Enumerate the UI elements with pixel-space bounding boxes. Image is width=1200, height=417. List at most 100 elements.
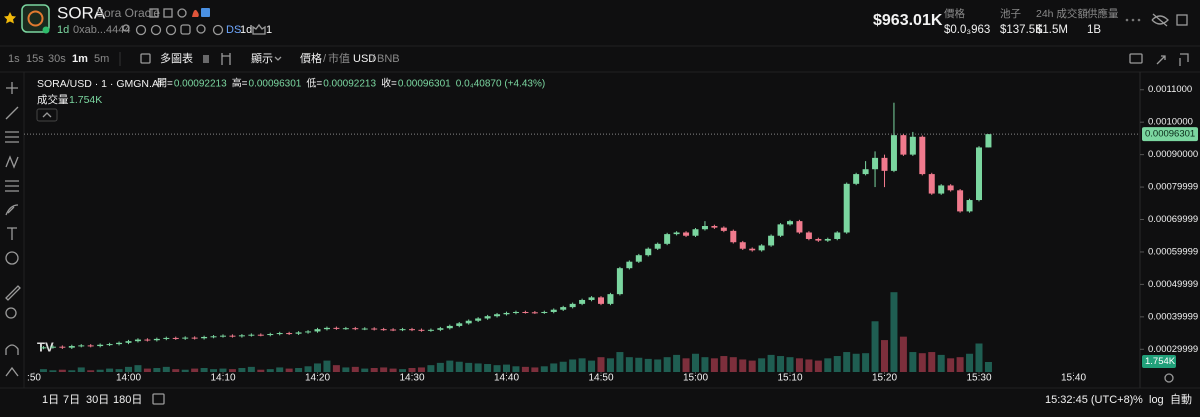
settings-icon[interactable] bbox=[1164, 373, 1174, 383]
calendar-icon[interactable] bbox=[152, 393, 165, 405]
volume-bar bbox=[389, 368, 397, 372]
icon[interactable] bbox=[150, 24, 162, 36]
multi-chart[interactable]: 多圖表 bbox=[160, 51, 193, 65]
x-tick-label: 14:50 bbox=[588, 373, 613, 384]
candle-body bbox=[229, 335, 236, 337]
icon[interactable] bbox=[5, 106, 19, 120]
icon[interactable] bbox=[212, 24, 224, 36]
icon[interactable] bbox=[274, 56, 282, 61]
legend-label: 收= bbox=[381, 77, 397, 90]
favorite-star[interactable] bbox=[4, 12, 16, 24]
icon[interactable] bbox=[1156, 55, 1166, 65]
candle-body bbox=[333, 327, 340, 329]
range-button[interactable]: 1日 bbox=[42, 394, 59, 406]
volume-bar bbox=[276, 367, 284, 372]
x-tick-label: 15:30 bbox=[966, 373, 991, 384]
icon[interactable] bbox=[1151, 13, 1169, 27]
icon[interactable] bbox=[192, 9, 199, 17]
icon[interactable] bbox=[140, 53, 151, 64]
icon[interactable] bbox=[201, 8, 210, 17]
auto-toggle[interactable]: 自動 bbox=[1170, 392, 1192, 406]
volume-bar bbox=[918, 353, 926, 372]
log-toggle[interactable]: log bbox=[1149, 394, 1164, 406]
icon[interactable] bbox=[122, 24, 130, 32]
icon[interactable] bbox=[5, 344, 19, 355]
icon[interactable] bbox=[5, 307, 17, 319]
icon[interactable] bbox=[5, 155, 19, 169]
candle-body bbox=[938, 185, 945, 194]
volume-bar bbox=[228, 369, 236, 372]
interval-buttons[interactable]: 1s 15s 30s 1m 5m bbox=[8, 53, 109, 65]
icon[interactable] bbox=[1125, 18, 1129, 22]
clock: 15:32:45 (UTC+8) bbox=[1045, 394, 1133, 406]
icon[interactable] bbox=[135, 24, 147, 36]
icon[interactable] bbox=[221, 53, 231, 65]
range-button[interactable]: 180日 bbox=[113, 394, 142, 406]
candle-body bbox=[966, 200, 973, 212]
icon[interactable] bbox=[1131, 18, 1135, 22]
icon[interactable] bbox=[1129, 53, 1143, 64]
header-icons[interactable] bbox=[149, 8, 210, 18]
percent-toggle[interactable]: % bbox=[1133, 394, 1143, 406]
icon[interactable] bbox=[203, 55, 209, 63]
bnb-toggle[interactable]: BNB bbox=[377, 53, 400, 65]
interval-button[interactable]: 1m bbox=[72, 53, 88, 65]
icon[interactable] bbox=[6, 82, 18, 94]
icon[interactable] bbox=[5, 251, 19, 265]
volume-bar bbox=[795, 358, 803, 372]
icon[interactable] bbox=[42, 112, 52, 118]
volume-bar bbox=[134, 365, 142, 372]
usd-toggle[interactable]: USD bbox=[353, 53, 376, 65]
candle-body bbox=[890, 135, 897, 171]
icon[interactable] bbox=[149, 8, 159, 18]
range-button[interactable]: 7日 bbox=[63, 394, 80, 406]
volume-value: 1.754K bbox=[69, 94, 102, 106]
icon[interactable] bbox=[5, 131, 19, 143]
candle-body bbox=[446, 325, 453, 329]
legend-label: 開= bbox=[157, 78, 173, 90]
icon[interactable] bbox=[177, 8, 187, 18]
icon[interactable] bbox=[5, 180, 19, 192]
icon[interactable] bbox=[180, 24, 191, 35]
volume-bar bbox=[39, 369, 47, 372]
chart-actions[interactable] bbox=[1129, 53, 1189, 66]
token-logo bbox=[21, 4, 50, 33]
icon[interactable] bbox=[7, 227, 17, 240]
interval-button[interactable]: 1s bbox=[8, 53, 20, 65]
range-buttons[interactable]: 1日 7日 30日 180日 bbox=[42, 394, 142, 406]
icon[interactable] bbox=[163, 8, 173, 18]
volume-bar bbox=[417, 367, 425, 372]
market-value-toggle[interactable]: 市值 bbox=[328, 51, 350, 65]
icon[interactable] bbox=[5, 285, 21, 301]
candle-body bbox=[238, 335, 245, 337]
token-address[interactable]: 0xab...4444 bbox=[73, 24, 131, 36]
icon[interactable] bbox=[196, 24, 206, 34]
display-menu[interactable]: 顯示 bbox=[251, 52, 273, 65]
range-button[interactable]: 30日 bbox=[86, 394, 109, 406]
candle-body bbox=[749, 248, 756, 251]
stat-value: $1.5M bbox=[1036, 24, 1068, 36]
candle-body bbox=[522, 311, 529, 313]
volume-bar bbox=[881, 340, 888, 372]
ds-label[interactable]: DS bbox=[226, 24, 241, 36]
address-icons[interactable] bbox=[122, 24, 224, 36]
interval-button[interactable]: 15s bbox=[26, 53, 44, 65]
pair-label: SORA/USD · 1 · GMGN.AI bbox=[37, 78, 162, 90]
icon[interactable] bbox=[1137, 18, 1141, 22]
icon[interactable] bbox=[1179, 53, 1189, 66]
header-actions[interactable] bbox=[1125, 13, 1188, 27]
icon[interactable] bbox=[1176, 14, 1188, 26]
icon[interactable] bbox=[5, 366, 19, 377]
y-tick-label: 0.00059999 bbox=[1148, 246, 1198, 257]
candle-body bbox=[418, 329, 425, 331]
price-toggle[interactable]: 價格 bbox=[300, 51, 322, 65]
interval-button[interactable]: 30s bbox=[48, 53, 66, 65]
icon[interactable] bbox=[165, 24, 177, 36]
interval-button[interactable]: 5m bbox=[94, 53, 109, 65]
drawing-tools[interactable] bbox=[5, 82, 21, 377]
collapse-button[interactable] bbox=[36, 108, 58, 122]
volume-bar bbox=[465, 362, 473, 372]
token-symbol: SORA bbox=[57, 3, 106, 22]
icon[interactable] bbox=[5, 204, 19, 216]
